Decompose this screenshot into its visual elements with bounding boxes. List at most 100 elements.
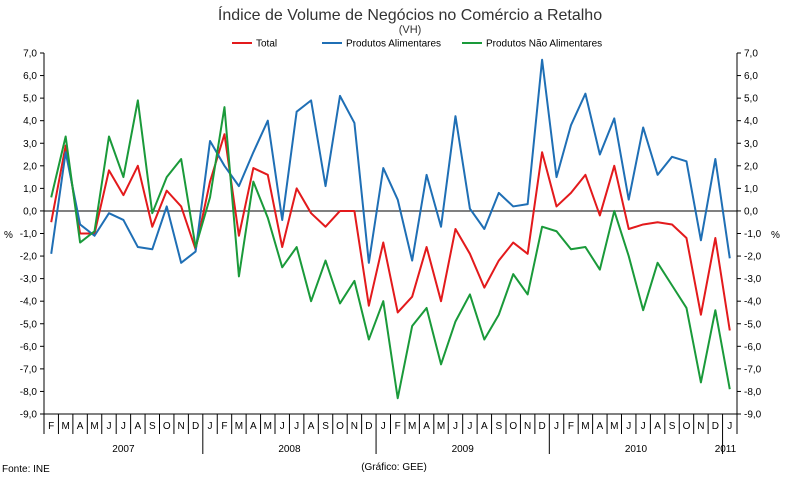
- month-label: J: [294, 421, 299, 432]
- y-tick-label-left: 7,0: [23, 49, 37, 60]
- series-group: [50, 58, 731, 400]
- y-tick-label-left: 0,0: [23, 206, 37, 217]
- y-tick-label-left: -9,0: [20, 410, 38, 421]
- month-label: A: [308, 421, 315, 432]
- y-tick-label-left: -7,0: [20, 364, 38, 375]
- y-tick-label-left: -1,0: [20, 229, 38, 240]
- y-tick-label-left: 6,0: [23, 71, 37, 82]
- y-tick-label-right: -8,0: [744, 387, 762, 398]
- month-label: A: [654, 421, 661, 432]
- month-label: F: [221, 421, 227, 432]
- y-tick-label-right: 0,0: [744, 206, 758, 217]
- month-label: N: [178, 421, 185, 432]
- month-label: J: [381, 421, 386, 432]
- month-label: A: [250, 421, 257, 432]
- y-tick-label-right: -7,0: [744, 364, 762, 375]
- axes: 7,0 7,0 6,0 6,0 5,0 5,0 4,0 4,0 3,0 3,0 2,0 2,0 1,0 1…: [20, 49, 762, 456]
- year-label: 2009: [452, 444, 475, 455]
- series-line: [50, 58, 731, 264]
- month-label: N: [351, 421, 358, 432]
- month-label: D: [365, 421, 372, 432]
- year-label: 2008: [278, 444, 301, 455]
- month-label: J: [641, 421, 646, 432]
- month-label: S: [495, 421, 502, 432]
- month-label: A: [597, 421, 604, 432]
- legend-label: Total: [256, 39, 277, 50]
- month-label: D: [712, 421, 719, 432]
- month-label: N: [697, 421, 704, 432]
- month-label: M: [581, 421, 589, 432]
- month-label: O: [163, 421, 171, 432]
- month-label: D: [538, 421, 545, 432]
- month-label: J: [208, 421, 213, 432]
- month-label: S: [149, 421, 156, 432]
- month-label: M: [264, 421, 272, 432]
- month-label: M: [61, 421, 69, 432]
- month-label: A: [423, 421, 430, 432]
- y-tick-label-right: -1,0: [744, 229, 762, 240]
- y-tick-label-right: -5,0: [744, 319, 762, 330]
- source-note: Fonte: INE: [2, 464, 50, 475]
- month-label: N: [524, 421, 531, 432]
- month-label: A: [135, 421, 142, 432]
- month-label: S: [669, 421, 676, 432]
- series-line: [50, 133, 731, 331]
- legend-label: Produtos Alimentares: [346, 39, 441, 50]
- month-label: A: [77, 421, 84, 432]
- legend: Total Produtos Alimentares Produtos Não Al…: [232, 39, 602, 50]
- y-tick-label-right: 7,0: [744, 49, 758, 60]
- legend-label: Produtos Não Alimentares: [486, 39, 602, 50]
- y-axis-label-right: %: [771, 230, 780, 241]
- y-tick-label-left: -5,0: [20, 319, 38, 330]
- month-label: O: [509, 421, 517, 432]
- y-tick-label-left: -6,0: [20, 342, 38, 353]
- year-label: 2007: [112, 444, 135, 455]
- y-tick-label-right: -6,0: [744, 342, 762, 353]
- y-tick-label-left: -8,0: [20, 387, 38, 398]
- month-label: J: [554, 421, 559, 432]
- y-tick-label-right: -9,0: [744, 410, 762, 421]
- year-label: 2010: [625, 444, 648, 455]
- month-label: O: [336, 421, 344, 432]
- month-label: M: [437, 421, 445, 432]
- month-label: D: [192, 421, 199, 432]
- month-label: J: [106, 421, 111, 432]
- y-tick-label-right: 2,0: [744, 161, 758, 172]
- month-label: M: [90, 421, 98, 432]
- month-label: S: [322, 421, 329, 432]
- month-label: F: [48, 421, 54, 432]
- y-tick-label-right: 4,0: [744, 116, 758, 127]
- month-label: M: [408, 421, 416, 432]
- month-label: M: [610, 421, 618, 432]
- y-tick-label-right: -2,0: [744, 252, 762, 263]
- y-tick-label-left: 1,0: [23, 184, 37, 195]
- y-tick-label-left: 5,0: [23, 94, 37, 105]
- month-label: M: [235, 421, 243, 432]
- chart-subtitle: (VH): [399, 24, 422, 36]
- month-label: O: [683, 421, 691, 432]
- month-label: J: [280, 421, 285, 432]
- month-label: F: [568, 421, 574, 432]
- y-axis-label-left: %: [4, 230, 13, 241]
- y-tick-label-right: -4,0: [744, 297, 762, 308]
- month-label: J: [727, 421, 732, 432]
- y-tick-label-right: 6,0: [744, 71, 758, 82]
- y-tick-label-left: 4,0: [23, 116, 37, 127]
- y-tick-label-right: -3,0: [744, 274, 762, 285]
- month-label: J: [121, 421, 126, 432]
- month-label: F: [395, 421, 401, 432]
- series-line: [50, 99, 731, 400]
- y-tick-label-right: 5,0: [744, 94, 758, 105]
- y-tick-label-left: 3,0: [23, 139, 37, 150]
- y-tick-label-left: -3,0: [20, 274, 38, 285]
- month-label: J: [453, 421, 458, 432]
- y-tick-label-left: -2,0: [20, 252, 38, 263]
- y-tick-label-left: 2,0: [23, 161, 37, 172]
- year-label: 2011: [715, 444, 737, 455]
- chart-title: Índice de Volume de Negócios no Comércio…: [218, 5, 602, 24]
- month-label: J: [626, 421, 631, 432]
- y-tick-label-right: 1,0: [744, 184, 758, 195]
- y-tick-label-right: 3,0: [744, 139, 758, 150]
- y-tick-label-left: -4,0: [20, 297, 38, 308]
